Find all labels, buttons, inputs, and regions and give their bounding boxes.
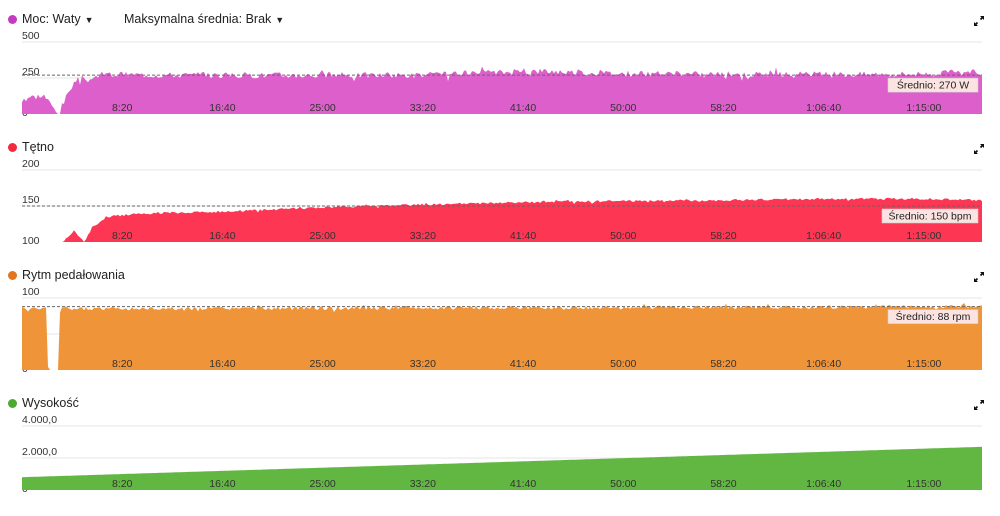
heart-rate-chart[interactable]: 100 150 200 Średnio: 150 bpm 8:20 16:40 25:00 3… bbox=[0, 158, 1000, 247]
power-legend-dot bbox=[8, 15, 17, 24]
x-tick-label: 58:20 bbox=[710, 102, 736, 114]
x-tick-label: 33:20 bbox=[410, 478, 436, 490]
cadence-title: Rytm pedałowania bbox=[22, 268, 125, 282]
x-tick-label: 58:20 bbox=[710, 358, 736, 370]
series-area bbox=[22, 446, 982, 490]
x-tick-label: 41:40 bbox=[510, 478, 536, 490]
x-tick-label: 8:20 bbox=[112, 478, 133, 490]
average-label-box bbox=[881, 208, 979, 224]
series-area bbox=[22, 197, 982, 242]
expand-icon[interactable] bbox=[972, 398, 986, 412]
power-metric-label: Moc: Waty bbox=[22, 12, 81, 26]
average-label: Średnio: 88 rpm bbox=[896, 310, 971, 323]
heart-rate-title: Tętno bbox=[22, 140, 54, 154]
y-tick-label: 500 bbox=[22, 30, 40, 42]
x-tick-label: 8:20 bbox=[112, 102, 133, 114]
elevation-panel: Wysokość 02.000,04.000,08:2016:4025:0033… bbox=[0, 394, 1000, 495]
x-tick-label: 1:15:00 bbox=[906, 230, 941, 242]
y-tick-label: 150 bbox=[22, 194, 40, 206]
heart-rate-panel: Tętno 100 150 200 Średnio: 150 bpm 8:20 16:40… bbox=[0, 138, 1000, 247]
x-tick-label: 58:20 bbox=[710, 478, 736, 490]
max-average-label: Maksymalna średnia: Brak bbox=[124, 12, 272, 26]
x-tick-label: 16:40 bbox=[209, 230, 235, 242]
x-tick-label: 1:06:40 bbox=[806, 478, 841, 490]
cadence-header: Rytm pedałowania bbox=[0, 266, 1000, 286]
elevation-title: Wysokość bbox=[22, 396, 79, 410]
x-tick-label: 16:40 bbox=[209, 478, 235, 490]
max-average-selector[interactable]: Maksymalna średnia: Brak ▼ bbox=[124, 12, 284, 26]
x-tick-label: 41:40 bbox=[510, 102, 536, 114]
x-tick-label: 58:20 bbox=[710, 230, 736, 242]
x-tick-label: 1:06:40 bbox=[806, 230, 841, 242]
x-tick-label: 33:20 bbox=[410, 230, 436, 242]
heart-rate-header: Tętno bbox=[0, 138, 1000, 158]
x-tick-label: 1:15:00 bbox=[906, 102, 941, 114]
y-tick-label: 250 bbox=[22, 66, 40, 78]
x-tick-label: 25:00 bbox=[309, 478, 335, 490]
y-tick-label: 100 bbox=[22, 286, 40, 298]
power-header: Moc: Waty ▼ Maksymalna średnia: Brak ▼ bbox=[0, 10, 1000, 30]
x-tick-label: 16:40 bbox=[209, 358, 235, 370]
heart-rate-legend-dot bbox=[8, 143, 17, 152]
caret-down-icon: ▼ bbox=[84, 15, 94, 25]
elevation-header: Wysokość bbox=[0, 394, 1000, 414]
x-tick-label: 33:20 bbox=[410, 358, 436, 370]
x-tick-label: 50:00 bbox=[610, 102, 636, 114]
cadence-chart[interactable]: 050100Średnio: 88 rpm8:2016:4025:0033:20… bbox=[0, 286, 1000, 375]
x-tick-label: 8:20 bbox=[112, 230, 133, 242]
y-tick-label: 200 bbox=[22, 158, 40, 170]
x-tick-label: 25:00 bbox=[309, 102, 335, 114]
x-tick-label: 1:06:40 bbox=[806, 358, 841, 370]
x-tick-label: 16:40 bbox=[209, 102, 235, 114]
expand-icon[interactable] bbox=[972, 270, 986, 284]
power-metric-selector[interactable]: Moc: Waty ▼ bbox=[22, 12, 94, 26]
x-tick-label: 41:40 bbox=[510, 358, 536, 370]
cadence-panel: Rytm pedałowania 050100Średnio: 88 rpm8:… bbox=[0, 266, 1000, 375]
x-tick-label: 8:20 bbox=[112, 358, 133, 370]
expand-icon[interactable] bbox=[972, 142, 986, 156]
y-tick-label: 4.000,0 bbox=[22, 414, 57, 426]
power-panel: Moc: Waty▼ Maksymalna średnia: Brak▼ 025… bbox=[0, 10, 1000, 119]
x-tick-label: 1:15:00 bbox=[906, 478, 941, 490]
x-tick-label: 25:00 bbox=[309, 230, 335, 242]
average-label: Średnio: 270 W bbox=[897, 79, 969, 92]
power-chart[interactable]: 0250500Średnio: 270 W8:2016:4025:0033:20… bbox=[0, 30, 1000, 119]
average-label: Średnio: 150 bpm bbox=[889, 210, 972, 223]
x-tick-label: 50:00 bbox=[610, 478, 636, 490]
x-tick-label: 1:06:40 bbox=[806, 102, 841, 114]
series-area bbox=[22, 66, 982, 114]
x-tick-label: 50:00 bbox=[610, 230, 636, 242]
y-tick-label: 2.000,0 bbox=[22, 446, 57, 458]
expand-icon[interactable] bbox=[972, 14, 986, 28]
elevation-chart[interactable]: 02.000,04.000,08:2016:4025:0033:2041:405… bbox=[0, 414, 1000, 495]
x-tick-label: 33:20 bbox=[410, 102, 436, 114]
cadence-legend-dot bbox=[8, 271, 17, 280]
series-area bbox=[22, 303, 982, 370]
caret-down-icon: ▼ bbox=[275, 15, 285, 25]
average-label-box bbox=[887, 309, 979, 324]
average-label-box bbox=[887, 77, 979, 93]
elevation-legend-dot bbox=[8, 399, 17, 408]
y-tick-label: 100 bbox=[22, 235, 40, 247]
x-tick-label: 41:40 bbox=[510, 230, 536, 242]
x-tick-label: 50:00 bbox=[610, 358, 636, 370]
x-tick-label: 25:00 bbox=[309, 358, 335, 370]
x-tick-label: 1:15:00 bbox=[906, 358, 941, 370]
